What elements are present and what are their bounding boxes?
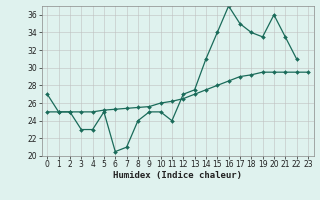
X-axis label: Humidex (Indice chaleur): Humidex (Indice chaleur) <box>113 171 242 180</box>
